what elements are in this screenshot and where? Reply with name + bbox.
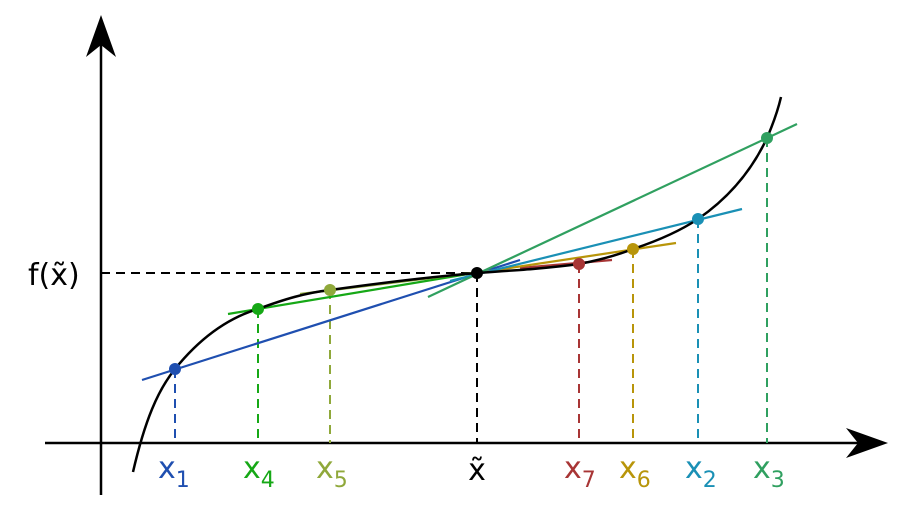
point-x3 [761,132,773,144]
point-x4 [252,303,264,315]
point-x2 [692,213,704,225]
label-base: x [564,451,582,486]
point-x5 [324,284,336,296]
point-x1 [169,363,181,375]
label-subscript: 5 [334,468,348,493]
root-point [471,267,483,279]
secant-line-x3 [427,123,798,298]
label-x7: x7 [564,451,596,493]
label-x6: x6 [619,451,651,493]
root-label: x̃ [468,453,486,488]
label-x1: x1 [158,451,190,493]
secant-line-x6 [469,241,677,276]
label-subscript: 6 [637,468,651,493]
y-label: f(x̃) [28,258,80,293]
label-base: x [685,451,703,486]
point-x6 [627,243,639,255]
x-axis-arrow [846,428,888,458]
label-subscript: 2 [703,468,717,493]
label-subscript: 4 [261,468,275,493]
label-x4: x4 [243,451,275,493]
label-base: x [243,451,261,486]
point-x7 [573,258,585,270]
label-base: x [619,451,637,486]
label-base: x [316,451,334,486]
label-x2: x2 [685,451,717,493]
label-x3: x3 [753,451,785,493]
label-subscript: 1 [176,468,190,493]
secant-line-x4 [227,270,481,316]
label-x5: x5 [316,451,348,493]
label-base: x [753,451,771,486]
y-axis-arrow [86,15,116,57]
label-subscript: 3 [771,468,785,493]
label-base: x [158,451,176,486]
label-subscript: 7 [582,468,596,493]
function-curve [131,96,783,473]
